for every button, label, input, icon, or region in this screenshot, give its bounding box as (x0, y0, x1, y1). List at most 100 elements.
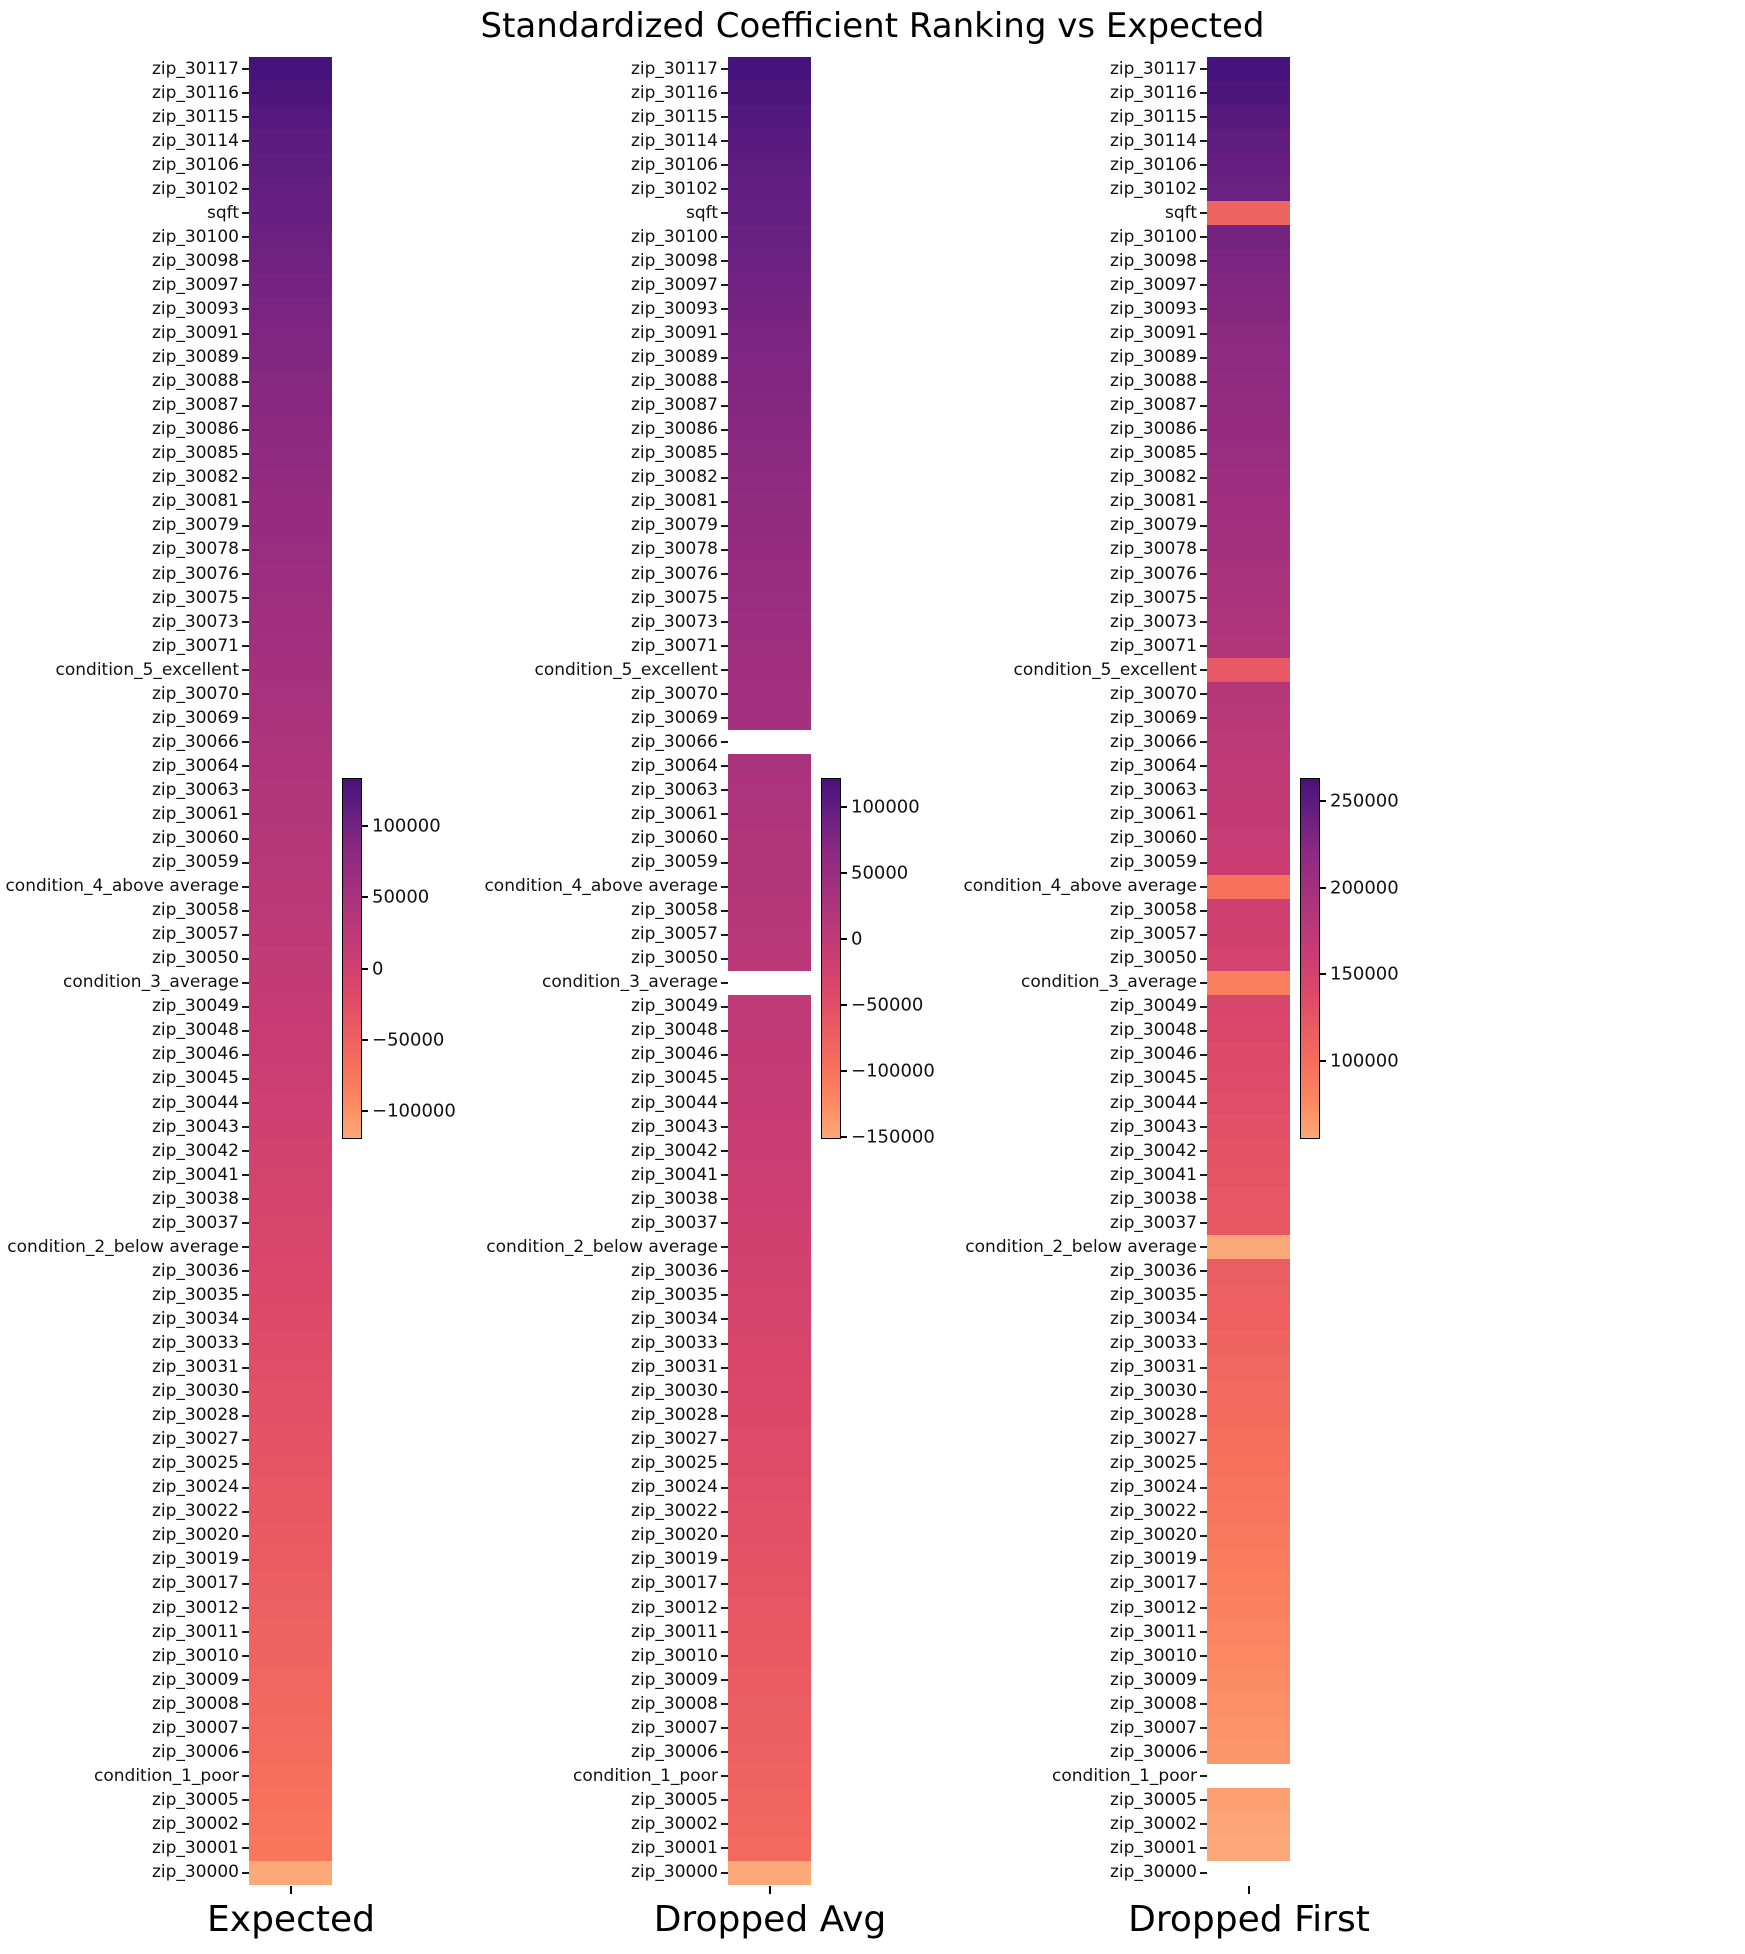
heatmap-cell (249, 1018, 332, 1043)
ytick-label: zip_30050 (1109, 948, 1197, 969)
heatmap-row: zip_30078 (958, 537, 1290, 562)
ytick-mark (242, 1390, 249, 1393)
ytick-mark (721, 1727, 728, 1730)
heatmap-row: zip_30010 (958, 1644, 1290, 1669)
ytick-mark (721, 68, 728, 71)
heatmap-cell (1207, 441, 1290, 466)
heatmap-row: zip_30033 (958, 1331, 1290, 1356)
heatmap-row: zip_30037 (479, 1211, 811, 1236)
ytick-mark (1200, 188, 1207, 191)
heatmap-row: sqft (958, 201, 1290, 226)
ytick-mark (242, 597, 249, 600)
ytick-label: zip_30063 (151, 779, 239, 800)
ytick-mark (242, 332, 249, 335)
ytick-mark (242, 1558, 249, 1561)
heatmap-row: zip_30060 (0, 826, 332, 851)
ytick-label: zip_30027 (151, 1429, 239, 1450)
ytick-label: condition_5_excellent (534, 659, 719, 680)
ytick-label: zip_30091 (630, 323, 718, 344)
heatmap-dropped-avg: zip_30117 zip_30116 zip_30115 zip_30114 zip_… (479, 57, 811, 1885)
ytick-mark (242, 452, 249, 455)
ytick-label: zip_30064 (630, 755, 718, 776)
heatmap-row: zip_30097 (0, 273, 332, 298)
heatmap-row: zip_30114 (0, 129, 332, 154)
heatmap-row: zip_30038 (479, 1187, 811, 1212)
ytick-mark (721, 1318, 728, 1321)
heatmap-cell (1207, 153, 1290, 178)
heatmap-cell (249, 201, 332, 226)
heatmap-row: zip_30002 (958, 1812, 1290, 1837)
heatmap-row: zip_30041 (479, 1163, 811, 1188)
heatmap-cell (1207, 946, 1290, 971)
colorbar-tick (840, 1070, 847, 1073)
heatmap-cell (728, 778, 811, 803)
heatmap-cell (1207, 1091, 1290, 1116)
ytick-label: zip_30117 (1109, 58, 1197, 79)
heatmap-cell (249, 1499, 332, 1524)
heatmap-row: zip_30046 (958, 1042, 1290, 1067)
ytick-label: zip_30036 (1109, 1260, 1197, 1281)
heatmap-row: zip_30001 (958, 1836, 1290, 1861)
ytick-label: zip_30019 (1109, 1549, 1197, 1570)
ytick-label: zip_30005 (630, 1789, 718, 1810)
ytick-mark (242, 717, 249, 720)
heatmap-cell (728, 970, 811, 995)
heatmap-cell (1207, 1331, 1290, 1356)
colorbar-dropped-first: 250000 200000 150000 100000 (1300, 778, 1399, 1139)
colorbar-tick-label: 0 (372, 958, 384, 980)
ytick-mark (242, 380, 249, 383)
colorbar-tick-label: 0 (851, 928, 863, 950)
heatmap-row: zip_30057 (958, 922, 1290, 947)
heatmap-cell (1207, 1764, 1290, 1789)
ytick-mark (1200, 1294, 1207, 1297)
heatmap-row: zip_30076 (958, 561, 1290, 587)
heatmap-row: zip_30035 (0, 1283, 332, 1308)
ytick-label: zip_30006 (630, 1741, 718, 1762)
ytick-label: zip_30117 (151, 58, 239, 79)
heatmap-row: condition_4_above average (0, 874, 332, 899)
ytick-label: zip_30024 (630, 1477, 718, 1498)
heatmap-cell (1207, 1283, 1290, 1308)
ytick-mark (242, 1823, 249, 1826)
heatmap-row: condition_2_below average (958, 1235, 1290, 1260)
ytick-label: zip_30097 (151, 274, 239, 295)
heatmap-row: zip_30017 (0, 1571, 332, 1596)
ytick-label: zip_30019 (630, 1549, 718, 1570)
heatmap-row: zip_30098 (479, 249, 811, 274)
heatmap-cell (249, 1547, 332, 1572)
ytick-mark (1200, 933, 1207, 936)
ytick-mark (721, 573, 728, 575)
ytick-mark (721, 1077, 728, 1080)
heatmap-cell (249, 922, 332, 947)
heatmap-row: zip_30088 (479, 369, 811, 394)
heatmap-row: zip_30116 (0, 81, 332, 106)
ytick-mark (1200, 428, 1207, 431)
ytick-mark (242, 356, 249, 359)
heatmap-row: zip_30045 (0, 1066, 332, 1092)
ytick-mark (1200, 621, 1207, 624)
heatmap-cell (1207, 898, 1290, 923)
ytick-label: zip_30022 (630, 1501, 718, 1522)
heatmap-row: zip_30001 (479, 1836, 811, 1861)
ytick-label: zip_30043 (151, 1116, 239, 1137)
ytick-label: zip_30058 (151, 900, 239, 921)
ytick-mark (721, 404, 728, 407)
ytick-mark (242, 693, 249, 696)
heatmap-row: zip_30102 (958, 177, 1290, 202)
heatmap-cell (1207, 1259, 1290, 1284)
ytick-label: zip_30087 (1109, 395, 1197, 416)
heatmap-row: zip_30044 (479, 1091, 811, 1116)
ytick-label: zip_30000 (151, 1862, 239, 1883)
heatmap-cell (1207, 754, 1290, 779)
heatmap-cell (249, 561, 332, 587)
heatmap-row: condition_1_poor (0, 1764, 332, 1789)
heatmap-cell (728, 610, 811, 635)
ytick-mark (721, 1150, 728, 1153)
heatmap-cell (1207, 1163, 1290, 1188)
heatmap-row: zip_30093 (958, 297, 1290, 322)
heatmap-cell (249, 658, 332, 683)
heatmap-row: zip_30081 (958, 489, 1290, 514)
heatmap-cell (728, 994, 811, 1019)
ytick-mark (1200, 861, 1207, 864)
heatmap-row: zip_30085 (0, 441, 332, 466)
